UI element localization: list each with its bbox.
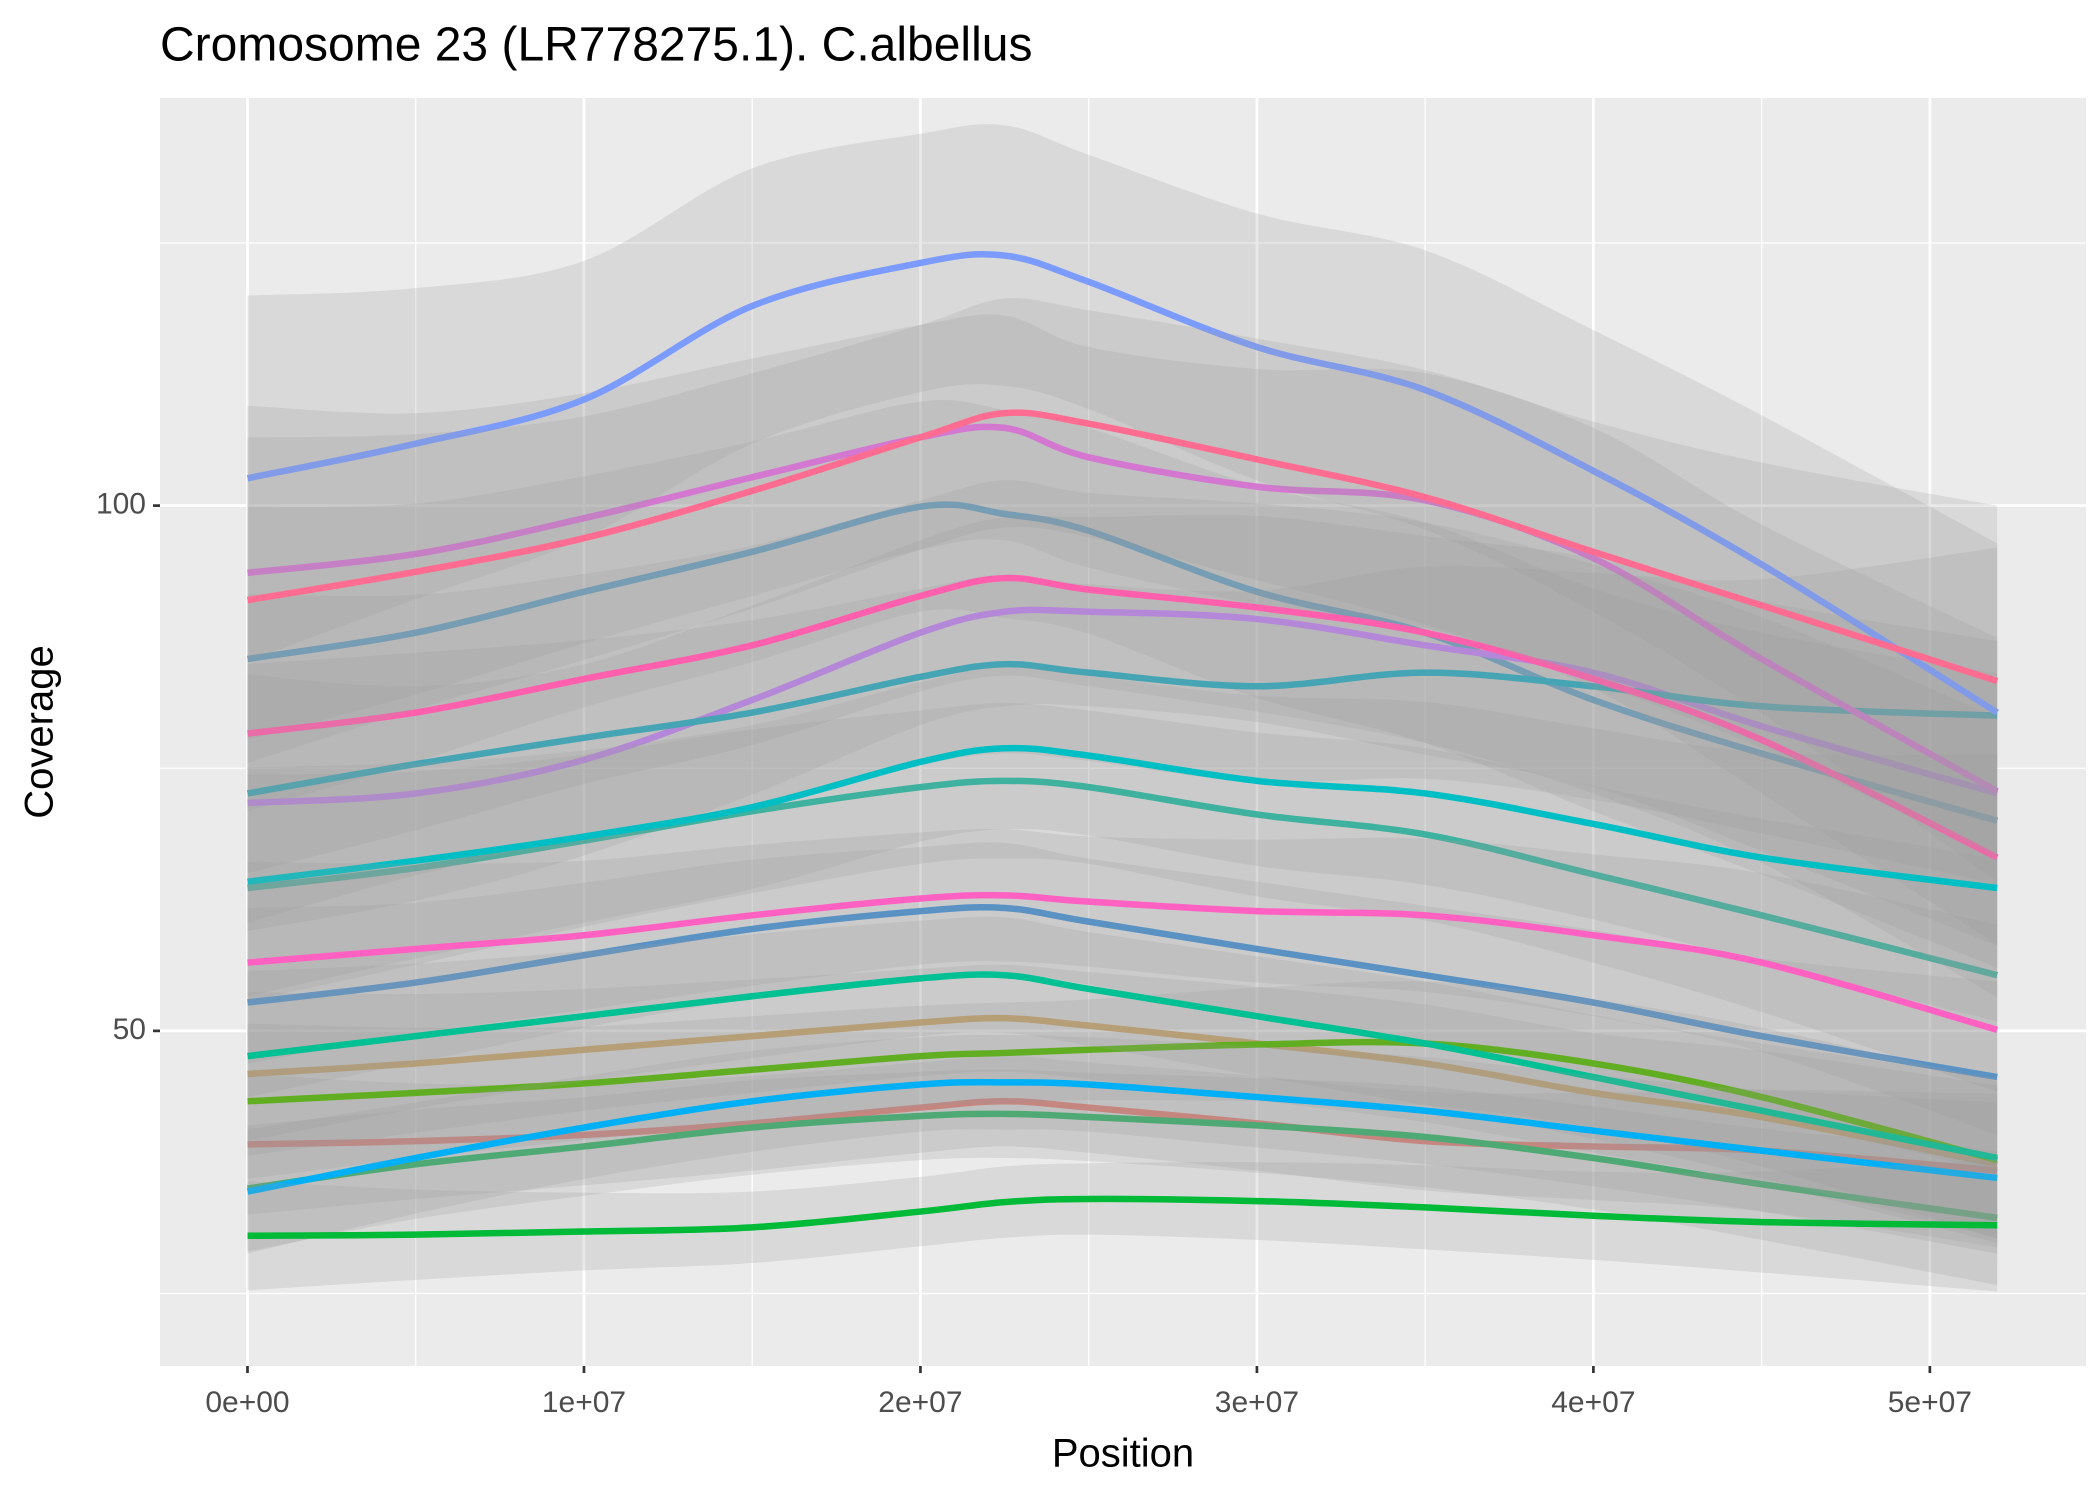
x-tick-label: 2e+07 — [878, 1386, 962, 1419]
x-tick-label: 0e+00 — [205, 1386, 289, 1419]
x-tick-label: 1e+07 — [542, 1386, 626, 1419]
smooth-line — [247, 574, 1999, 861]
y-tick-label: 50 — [113, 1013, 146, 1046]
smooth-line — [247, 903, 1998, 1081]
confidence-ribbon — [247, 298, 1998, 857]
axes: 0e+00 1e+07 2e+07 3e+07 4e+07 5e+07 50 100 — [96, 488, 1972, 1419]
confidence-ribbon — [247, 828, 1998, 1135]
smooth-line — [246, 501, 1999, 824]
smooth-line — [247, 1110, 1998, 1222]
y-tick-label: 100 — [96, 488, 146, 521]
confidence-ribbon — [247, 916, 1998, 1238]
smooth-line — [247, 606, 1999, 807]
confidence-ribbon — [247, 981, 1998, 1239]
y-axis-title: Coverage — [18, 645, 62, 818]
smooth-line — [247, 1195, 1998, 1239]
confidence-ribbon — [247, 124, 1998, 882]
confidence-ribbon — [247, 314, 1998, 945]
smooth-line — [247, 971, 1998, 1162]
x-tick-label: 5e+07 — [1888, 1386, 1972, 1419]
smooth-line — [247, 1014, 1998, 1168]
confidence-ribbon — [247, 480, 1998, 998]
smooth-line — [247, 744, 1998, 892]
confidence-ribbon — [247, 1159, 1998, 1292]
confidence-ribbon — [247, 964, 1998, 1244]
confidence-ribbon — [247, 703, 1998, 1092]
smooth-line — [246, 409, 1999, 685]
confidence-ribbon — [247, 514, 1998, 946]
smooth-line — [246, 1078, 1998, 1195]
smooth-line — [247, 423, 1999, 795]
confidence-ribbon — [247, 547, 1998, 923]
chart-title: Cromosome 23 (LR778275.1). C.albellus — [160, 19, 1032, 72]
confidence-ribbon — [247, 1035, 1998, 1254]
smooth-line — [247, 1038, 1999, 1164]
confidence-ribbon — [247, 667, 1998, 1022]
smooth-line — [247, 777, 1998, 979]
x-axis-title: Position — [1052, 1432, 1194, 1476]
confidence-ribbon — [247, 1056, 1998, 1248]
confidence-ribbon — [247, 400, 1998, 968]
smooth-line — [247, 891, 1999, 1033]
x-tick-label: 4e+07 — [1551, 1386, 1635, 1419]
plot-area — [246, 124, 1999, 1292]
smooth-line — [247, 1098, 1998, 1174]
smooth-line — [246, 250, 1999, 716]
x-tick-label: 3e+07 — [1215, 1386, 1299, 1419]
